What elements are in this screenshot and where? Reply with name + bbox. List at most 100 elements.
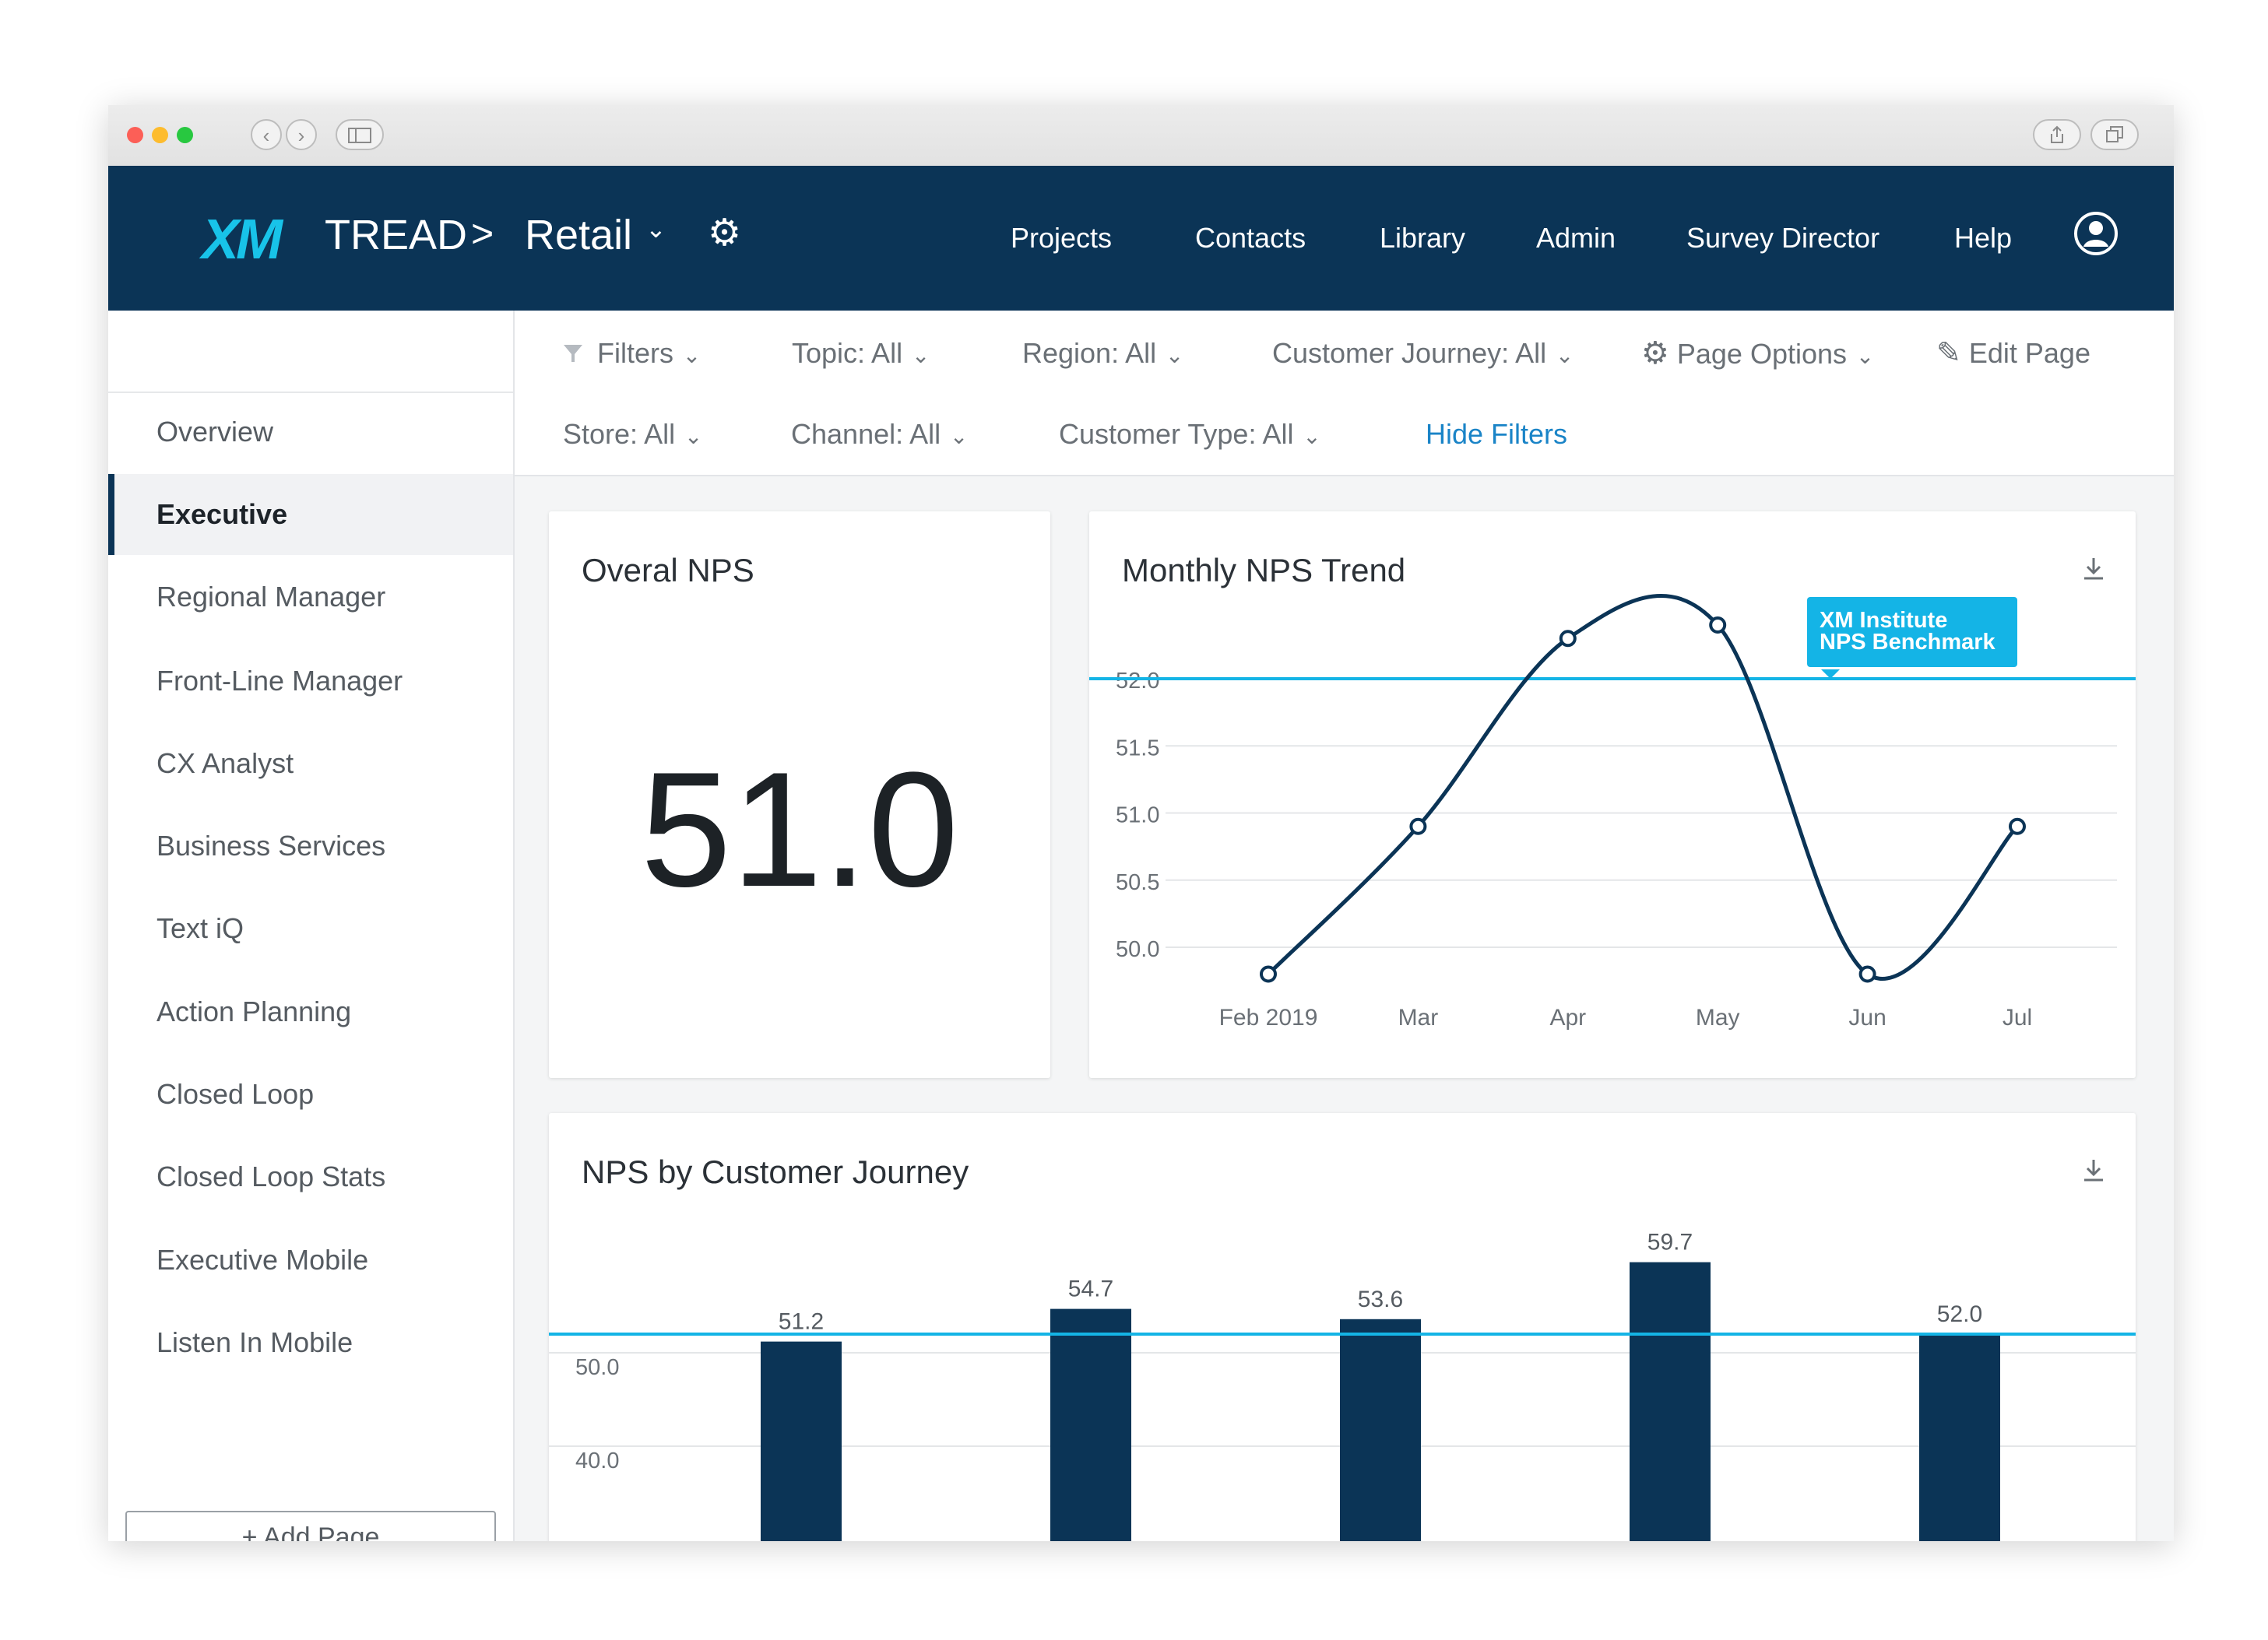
page-options-label: Page Options [1676, 338, 1848, 370]
project-selector[interactable]: Retail [525, 212, 633, 258]
sidebar-toggle-button[interactable] [336, 119, 384, 150]
pencil-icon: ✎ [1936, 337, 1961, 370]
store-filter-label: Store: All [563, 418, 676, 450]
chevron-down-icon: ⌄ [944, 424, 969, 448]
sidebar-item-business-services[interactable]: Business Services [156, 830, 386, 862]
sidebar-item-listen-in-mobile[interactable]: Listen In Mobile [156, 1326, 353, 1358]
sidebar: Overview Executive Regional Manager Fron… [108, 311, 515, 1541]
filter-icon [564, 345, 582, 362]
nav-library[interactable]: Library [1380, 222, 1466, 254]
x-tick-label: Jul [2003, 1005, 2032, 1031]
customer-type-filter-label: Customer Type: All [1059, 418, 1294, 450]
sidebar-item-cx-analyst[interactable]: CX Analyst [156, 747, 294, 779]
page-options-dropdown[interactable]: ⚙ Page Options ⌄ [1641, 335, 1874, 371]
monthly-nps-trend-card: Monthly NPS Trend 52.0 51.5 51.0 50.5 50.0 Fe… [1089, 511, 2136, 1078]
brand-name[interactable]: TREAD [325, 212, 468, 258]
channel-filter[interactable]: Channel: All ⌄ [791, 418, 968, 451]
forward-button[interactable]: › [286, 119, 317, 150]
benchmark-label: XM Institute NPS Benchmark [1807, 597, 2017, 667]
close-window-button[interactable] [127, 127, 143, 143]
y-tick-label: 50.0 [575, 1355, 619, 1380]
minimize-window-button[interactable] [152, 127, 168, 143]
y-tick-label: 40.0 [575, 1449, 619, 1473]
edit-page-button[interactable]: ✎ Edit Page [1936, 335, 2090, 370]
sidebar-item-executive-mobile[interactable]: Executive Mobile [156, 1244, 369, 1276]
download-icon[interactable] [2080, 1157, 2108, 1185]
sidebar-item-executive[interactable]: Executive [108, 474, 513, 555]
xm-logo[interactable]: XM [202, 209, 283, 271]
filter-bar: Filters ⌄ Topic: All ⌄ Region: All ⌄ Cus… [515, 311, 2174, 476]
chevron-down-icon: ⌄ [678, 424, 703, 448]
tabs-overview-button[interactable] [2090, 119, 2139, 150]
nps-by-customer-journey-card: NPS by Customer Journey 50.0 40.0 51.2 54.7… [549, 1113, 2136, 1541]
sidebar-item-regional-manager[interactable]: Regional Manager [156, 581, 386, 613]
user-account-icon[interactable] [2073, 211, 2119, 256]
overall-nps-title: Overal NPS [582, 552, 754, 588]
topic-filter[interactable]: Topic: All ⌄ [792, 337, 930, 370]
nav-projects[interactable]: Projects [1011, 222, 1113, 254]
x-tick-label: Feb 2019 [1219, 1005, 1318, 1031]
benchmark-pointer [1821, 669, 1840, 679]
customer-journey-filter-label: Customer Journey: All [1272, 337, 1547, 369]
filters-dropdown[interactable]: Filters ⌄ [597, 337, 701, 370]
nav-survey-director[interactable]: Survey Director [1686, 222, 1880, 254]
chevron-down-icon: ⌄ [1850, 344, 1875, 368]
bar-value-label: 59.7 [1647, 1230, 1693, 1255]
hide-filters-link[interactable]: Hide Filters [1426, 418, 1568, 450]
gear-icon: ⚙ [1641, 336, 1669, 370]
y-tick-label: 50.5 [1116, 870, 1159, 895]
sidebar-item-closed-loop-stats[interactable]: Closed Loop Stats [156, 1161, 386, 1192]
bar [1630, 1262, 1711, 1541]
nav-admin[interactable]: Admin [1536, 222, 1616, 254]
channel-filter-label: Channel: All [791, 418, 941, 450]
bar [1340, 1319, 1421, 1541]
browser-toolbar: ‹ › [108, 105, 2174, 167]
gear-icon[interactable]: ⚙ [708, 212, 742, 254]
overall-nps-card: Overal NPS 51.0 [549, 511, 1050, 1078]
nps-by-customer-journey-chart: 50.0 40.0 51.2 54.7 53.6 59.7 52.0 [549, 1230, 2136, 1541]
bar-value-label: 54.7 [1068, 1277, 1113, 1302]
data-point [1260, 965, 1277, 983]
browser-window: ‹ › XM TREAD > Retail ⌄ ⚙ Projects Conta… [108, 105, 2174, 1541]
sidebar-icon [348, 128, 371, 143]
region-filter-label: Region: All [1022, 337, 1157, 369]
y-tick-label: 52.0 [1116, 669, 1159, 694]
overall-nps-value: 51.0 [640, 738, 959, 921]
share-button[interactable] [2033, 119, 2081, 150]
x-tick-label: Apr [1549, 1005, 1586, 1031]
chevron-down-icon[interactable]: ⌄ [645, 215, 666, 243]
customer-journey-filter[interactable]: Customer Journey: All ⌄ [1272, 337, 1574, 370]
sidebar-item-front-line-manager[interactable]: Front-Line Manager [156, 665, 403, 697]
download-icon[interactable] [2080, 555, 2108, 583]
filters-label: Filters [597, 337, 673, 369]
monthly-nps-trend-title: Monthly NPS Trend [1122, 552, 1406, 588]
bar [1050, 1308, 1131, 1541]
sidebar-item-text-iq[interactable]: Text iQ [156, 912, 244, 944]
chevron-down-icon: ⌄ [1549, 343, 1574, 367]
tabs-icon [2106, 126, 2123, 142]
sidebar-item-action-planning[interactable]: Action Planning [156, 996, 352, 1027]
back-button[interactable]: ‹ [251, 119, 282, 150]
data-point [1709, 616, 1727, 634]
region-filter[interactable]: Region: All ⌄ [1022, 337, 1183, 370]
y-tick-label: 50.0 [1116, 937, 1159, 962]
sidebar-header [108, 311, 513, 393]
x-tick-label: May [1696, 1005, 1740, 1031]
nav-contacts[interactable]: Contacts [1195, 222, 1306, 254]
y-tick-label: 51.0 [1116, 803, 1159, 828]
sidebar-item-closed-loop[interactable]: Closed Loop [156, 1078, 315, 1110]
customer-type-filter[interactable]: Customer Type: All ⌄ [1059, 418, 1321, 451]
y-tick-label: 51.5 [1116, 736, 1159, 760]
add-page-button[interactable]: + Add Page [125, 1511, 496, 1541]
sidebar-item-overview[interactable]: Overview [156, 416, 274, 448]
bar-value-label: 52.0 [1937, 1301, 1982, 1327]
nps-trend-series-line [1267, 594, 2019, 981]
zoom-window-button[interactable] [177, 127, 193, 143]
data-point [1559, 630, 1577, 648]
nav-help[interactable]: Help [1954, 222, 2013, 254]
store-filter[interactable]: Store: All ⌄ [563, 418, 702, 451]
bar-value-label: 53.6 [1358, 1287, 1403, 1312]
benchmark-label-line-1: XM Institute [1820, 608, 1948, 633]
x-tick-label: Mar [1398, 1005, 1439, 1031]
benchmark-label-line-2: NPS Benchmark [1820, 630, 1995, 655]
